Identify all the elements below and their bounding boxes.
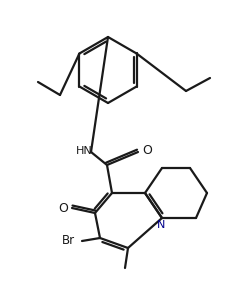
Text: HN: HN xyxy=(76,146,92,156)
Text: N: N xyxy=(157,220,165,230)
Text: O: O xyxy=(142,145,152,157)
Text: O: O xyxy=(58,202,68,214)
Text: Br: Br xyxy=(62,235,74,247)
